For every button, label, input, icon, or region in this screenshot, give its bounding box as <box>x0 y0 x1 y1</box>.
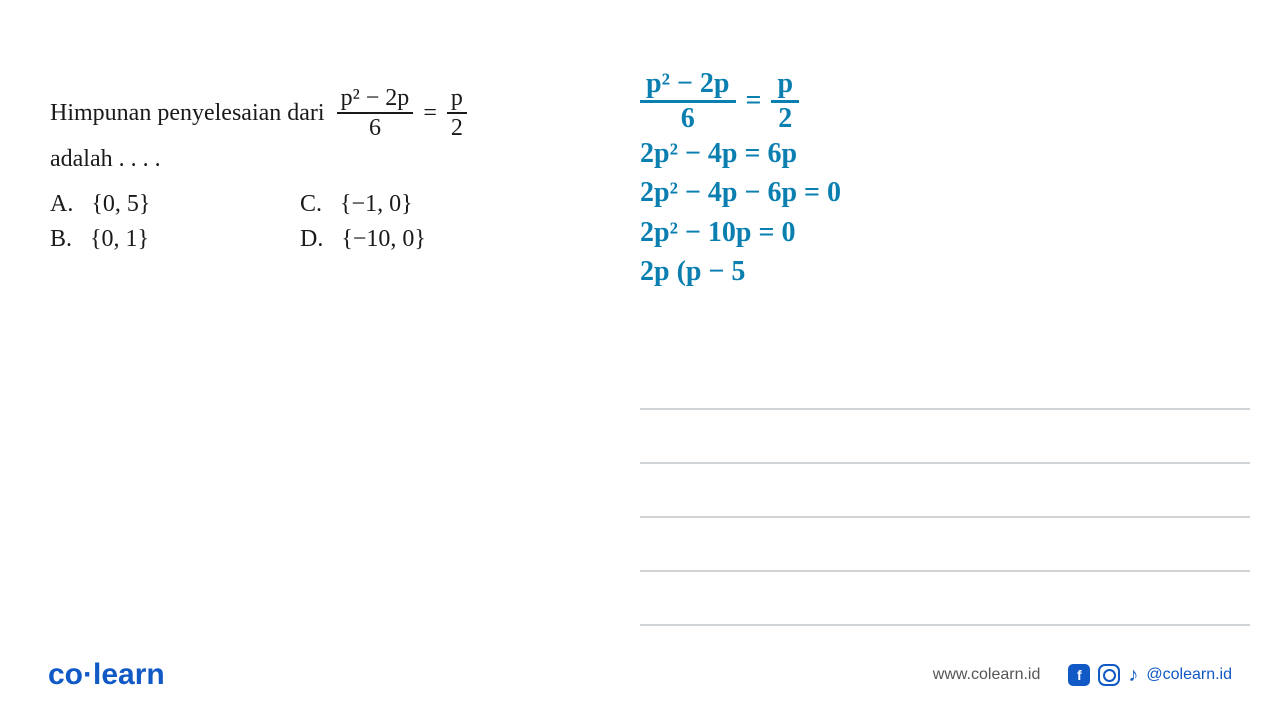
hand-line-1: p² − 2p 6 = p 2 <box>640 70 1220 133</box>
option-d: D. {−10, 0} <box>300 226 550 253</box>
brand-logo: co·learn <box>48 658 165 692</box>
instagram-icon <box>1098 664 1120 686</box>
fraction-right: p 2 <box>447 85 467 142</box>
facebook-icon: f <box>1068 664 1090 686</box>
question-block: Himpunan penyelesaian dari p² − 2p 6 = p… <box>50 85 630 253</box>
social-handle: @colearn.id <box>1146 666 1232 684</box>
hand-line-2: 2p² − 4p = 6p <box>640 136 1220 172</box>
option-b: B. {0, 1} <box>50 226 300 253</box>
fraction-left: p² − 2p 6 <box>337 85 414 142</box>
question-text: Himpunan penyelesaian dari p² − 2p 6 = p… <box>50 85 630 142</box>
website-url: www.colearn.id <box>933 666 1041 684</box>
ruled-line <box>640 624 1250 626</box>
question-suffix: adalah . . . . <box>50 146 630 173</box>
handwriting-work: p² − 2p 6 = p 2 2p² − 4p = 6p 2p² − 4p −… <box>640 70 1220 294</box>
option-a: A. {0, 5} <box>50 191 300 218</box>
ruled-line <box>640 516 1250 518</box>
ruled-line <box>640 408 1250 410</box>
hand-line-3: 2p² − 4p − 6p = 0 <box>640 175 1220 211</box>
ruled-line <box>640 570 1250 572</box>
option-c: C. {−1, 0} <box>300 191 550 218</box>
hand-line-5: 2p (p − 5 <box>640 254 1220 290</box>
options-grid: A. {0, 5} C. {−1, 0} B. {0, 1} D. {−10, … <box>50 191 630 253</box>
social-links: f ♪ @colearn.id <box>1068 664 1232 687</box>
equals-sign: = <box>423 100 437 127</box>
tiktok-icon: ♪ <box>1128 664 1138 687</box>
footer: co·learn www.colearn.id f ♪ @colearn.id <box>0 658 1280 692</box>
question-prefix: Himpunan penyelesaian dari <box>50 100 325 127</box>
hand-line-4: 2p² − 10p = 0 <box>640 215 1220 251</box>
ruled-line <box>640 462 1250 464</box>
